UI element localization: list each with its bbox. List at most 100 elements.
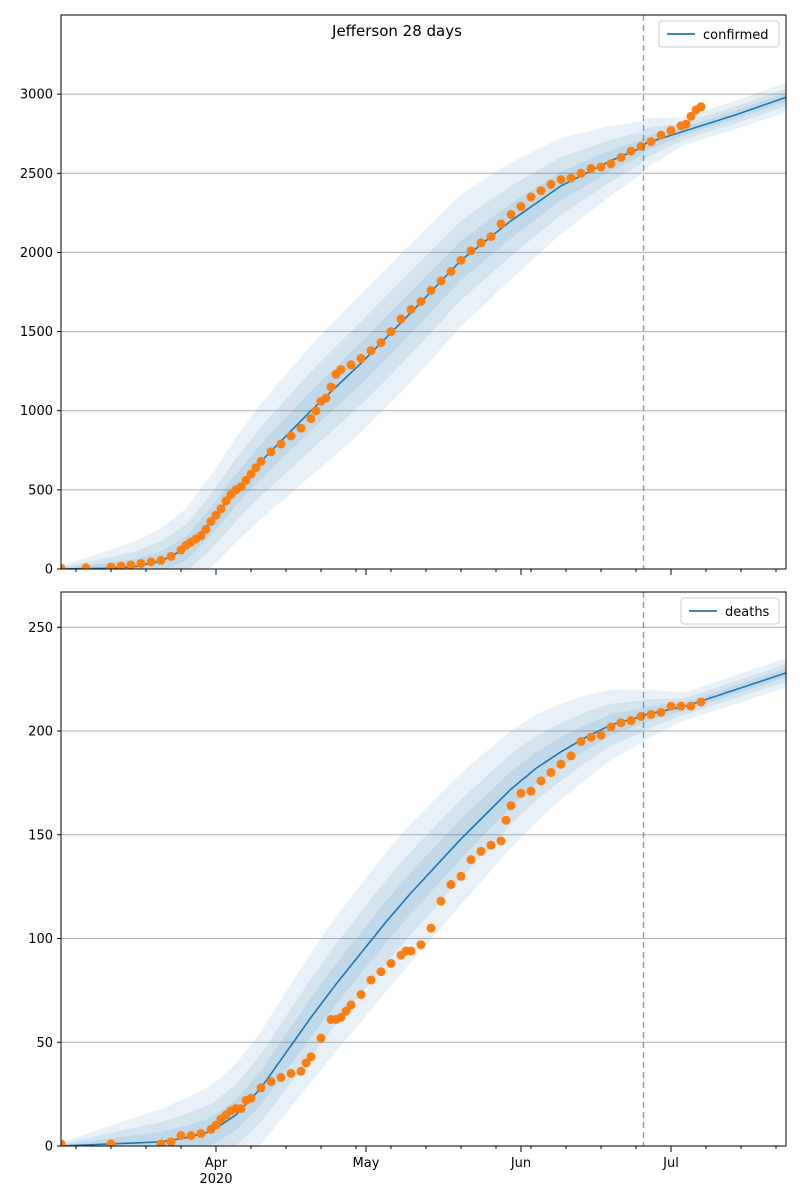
observed-point	[276, 439, 286, 449]
legend-box	[658, 20, 780, 48]
observed-point	[436, 276, 446, 286]
observed-point	[446, 880, 456, 890]
observed-point	[606, 159, 616, 169]
observed-point	[456, 871, 466, 881]
observed-point	[556, 175, 566, 185]
legend-label: deaths	[725, 605, 770, 620]
axes-frame	[60, 14, 787, 570]
observed-point	[386, 327, 396, 337]
observed-point	[156, 1139, 166, 1146]
observed-point	[466, 855, 476, 865]
y-tick-label: 50	[36, 1036, 53, 1051]
observed-point	[221, 496, 231, 506]
observed-point	[306, 1052, 316, 1062]
uncertainty-band	[61, 658, 786, 1146]
observed-point	[146, 557, 156, 567]
observed-point	[606, 722, 616, 732]
confirmed-chart: 0 500 1000 1500 2000 2500 3000 confirmed	[20, 14, 787, 578]
observed-point	[366, 975, 376, 985]
legend-box	[680, 597, 780, 625]
observed-point	[626, 146, 636, 156]
observed-point	[196, 1129, 206, 1139]
observed-point	[586, 732, 596, 742]
observed-point	[526, 192, 536, 202]
y-tick-label: 2000	[20, 246, 53, 261]
observed-point	[346, 360, 356, 370]
observed-point	[256, 1083, 266, 1093]
observed-point	[256, 456, 266, 466]
observed-point	[616, 718, 626, 728]
observed-point	[576, 168, 586, 178]
observed-point	[566, 173, 576, 183]
observed-point	[426, 923, 436, 933]
x-tick-label: May	[353, 1156, 380, 1171]
observed-point	[696, 697, 706, 707]
observed-point	[321, 393, 331, 403]
uncertainty-band	[61, 88, 786, 569]
observed-point	[246, 1093, 256, 1103]
observed-point	[406, 946, 416, 956]
observed-point	[61, 563, 66, 569]
observed-point	[306, 414, 316, 424]
observed-point	[286, 431, 296, 441]
observed-point	[536, 186, 546, 196]
observed-point	[211, 1120, 221, 1130]
observed-point	[301, 1058, 311, 1068]
observed-point	[506, 801, 516, 811]
observed-point	[486, 232, 496, 242]
observed-point	[346, 1000, 356, 1010]
observed-point	[646, 137, 656, 147]
observed-point	[236, 1104, 246, 1114]
observed-point	[251, 463, 261, 473]
observed-point	[466, 246, 476, 256]
y-tick-label: 500	[28, 483, 53, 498]
observed-point	[81, 563, 91, 569]
y-tick-label: 150	[28, 828, 53, 843]
observed-point	[686, 701, 696, 711]
observed-point	[556, 759, 566, 769]
y-tick-label: 200	[28, 725, 53, 740]
observed-point	[216, 504, 226, 514]
y-tick-label: 1500	[20, 325, 53, 340]
observed-point	[326, 382, 336, 392]
observed-point	[536, 776, 546, 786]
observed-point	[501, 815, 511, 825]
observed-point	[136, 558, 146, 568]
observed-point	[416, 296, 426, 306]
observed-point	[486, 840, 496, 850]
observed-point	[336, 365, 346, 375]
observed-point	[376, 967, 386, 977]
observed-point	[576, 736, 586, 746]
observed-point	[376, 338, 386, 348]
observed-point	[241, 475, 251, 485]
observed-point	[166, 551, 176, 561]
observed-point	[686, 111, 696, 121]
observed-point	[106, 562, 116, 569]
observed-point	[416, 940, 426, 950]
observed-point	[656, 130, 666, 140]
observed-point	[626, 716, 636, 726]
observed-point	[186, 1131, 196, 1141]
observed-point	[276, 1073, 286, 1083]
observed-point	[166, 1137, 176, 1146]
observed-point	[356, 990, 366, 1000]
observed-point	[566, 751, 576, 761]
x-tick-sublabel: 2020	[199, 1172, 232, 1187]
y-tick-label: 0	[45, 1140, 53, 1155]
axes-frame	[60, 591, 787, 1147]
plot-area	[61, 658, 786, 1146]
figure-title: Jefferson 28 days	[331, 22, 462, 40]
observed-point	[316, 1033, 326, 1043]
observed-point	[596, 162, 606, 172]
observed-point	[546, 179, 556, 189]
observed-point	[176, 1131, 186, 1141]
observed-point	[311, 406, 321, 416]
observed-point	[666, 701, 676, 711]
observed-point	[681, 119, 691, 129]
observed-point	[206, 517, 216, 527]
observed-point	[266, 1077, 276, 1087]
observed-point	[386, 958, 396, 968]
observed-point	[476, 238, 486, 248]
observed-point	[246, 469, 256, 479]
